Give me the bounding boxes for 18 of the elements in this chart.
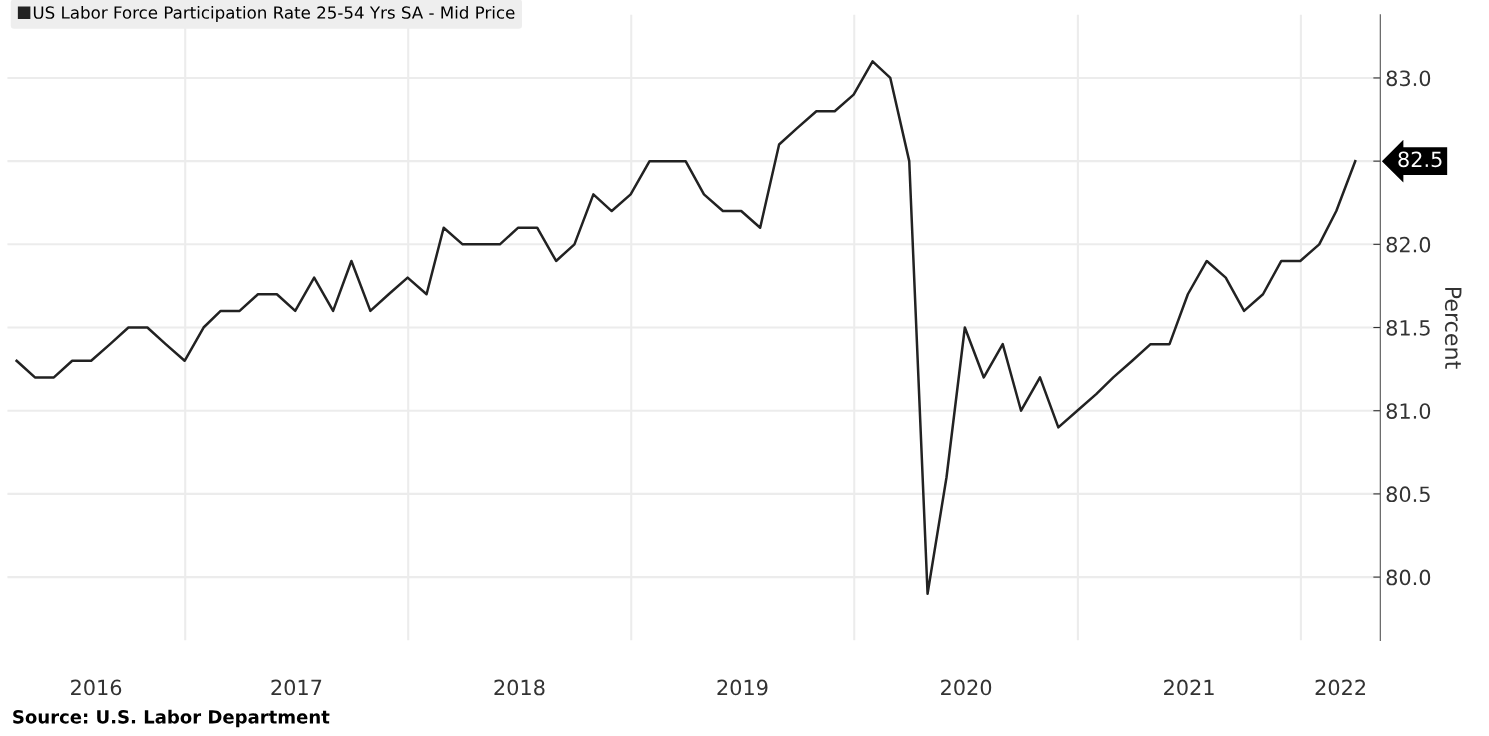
line-series xyxy=(15,60,1357,595)
y-tick-label: 83.0 xyxy=(1386,70,1431,87)
y-tick-label: 80.0 xyxy=(1386,569,1431,586)
legend-label: US Labor Force Participation Rate 25-54 Yrs SA - Mid Price xyxy=(33,5,515,23)
y-axis-title: Percent xyxy=(1444,287,1462,369)
x-tick-label: 2020 xyxy=(941,679,992,696)
x-tick-label: 2022 xyxy=(1315,679,1366,696)
x-tick-label: 2017 xyxy=(271,679,322,696)
y-tick-label: 82.0 xyxy=(1386,236,1431,253)
y-tick-label: 81.0 xyxy=(1386,403,1431,419)
y-tick-label: 80.5 xyxy=(1386,486,1430,503)
text: 82.5 xyxy=(1398,151,1442,168)
x-tick-label: 2021 xyxy=(1164,679,1214,696)
source-note: Source: U.S. Labor Department xyxy=(13,709,330,728)
x-tick-label: 2018 xyxy=(494,679,545,696)
y-tick-label: 81.5 xyxy=(1386,319,1430,336)
x-tick-label: 2019 xyxy=(717,679,768,696)
x-tick-label: 2016 xyxy=(71,679,122,696)
